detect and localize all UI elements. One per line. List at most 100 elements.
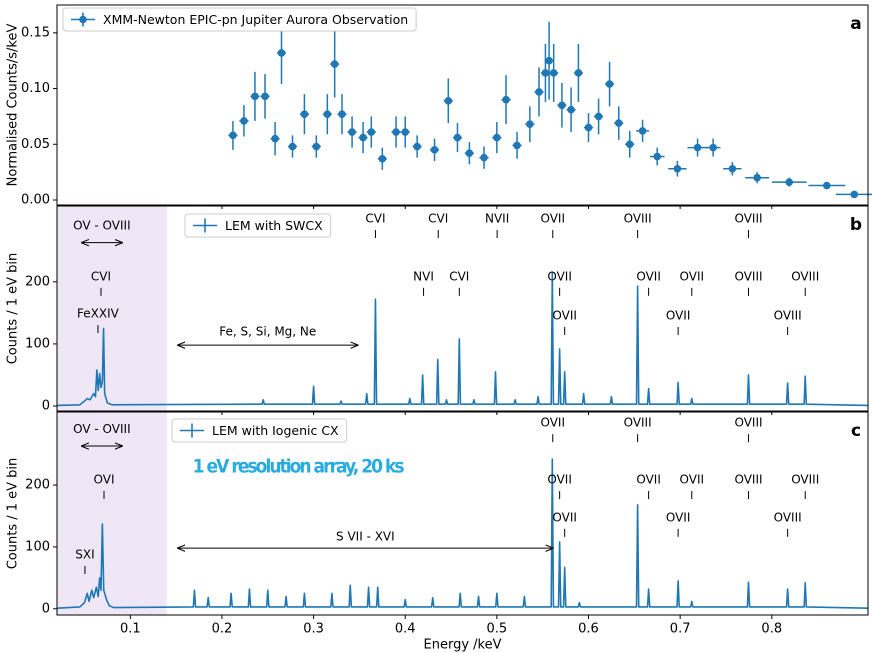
data-point xyxy=(430,146,439,154)
data-point xyxy=(502,95,510,104)
line-label: OVI xyxy=(94,473,115,487)
y-tick-label: 0.05 xyxy=(21,137,50,152)
line-label: OVIII xyxy=(624,212,652,226)
data-point xyxy=(625,140,634,149)
data-point xyxy=(673,164,682,173)
data-point xyxy=(251,92,259,101)
line-label: SXI xyxy=(75,547,94,561)
line-label: NVII xyxy=(485,212,509,226)
line-label: OVII xyxy=(636,473,661,487)
data-point xyxy=(653,152,662,161)
x-tick-label: 0.8 xyxy=(761,622,782,637)
line-label: OVII xyxy=(552,308,577,322)
data-point xyxy=(545,56,553,65)
data-point xyxy=(378,154,387,163)
data-point xyxy=(338,110,346,118)
y-tick-label: 0 xyxy=(42,399,50,414)
x-tick-label: 0.1 xyxy=(120,622,141,637)
panel-label: b xyxy=(850,215,862,235)
line-label: OVIII xyxy=(734,473,762,487)
data-point xyxy=(541,69,550,77)
y-axis-label: Counts / 1 eV bin xyxy=(6,253,21,365)
data-point xyxy=(392,128,400,136)
line-label: OVII xyxy=(540,212,565,226)
plot-frame xyxy=(56,4,869,206)
data-point xyxy=(330,60,339,68)
legend-label: LEM with SWCX xyxy=(225,218,323,233)
data-point xyxy=(638,127,647,135)
line-label: OVII xyxy=(552,510,577,524)
range-label: S VII - XVI xyxy=(336,530,395,544)
note: 1 eV resolution array, 20 ks xyxy=(193,456,405,478)
data-point xyxy=(558,101,566,110)
data-point xyxy=(526,120,534,129)
data-point xyxy=(300,110,309,118)
legend-box xyxy=(171,418,348,443)
y-tick-label: 100 xyxy=(25,336,50,351)
data-point xyxy=(288,142,297,151)
range-label: OV - OVIII xyxy=(73,422,130,436)
line-label: OVII xyxy=(680,269,705,283)
data-point xyxy=(614,119,623,127)
line-label: OVIII xyxy=(774,308,802,322)
line-label: OVIII xyxy=(774,510,802,524)
y-tick-label: 200 xyxy=(25,478,50,493)
line-label: OVIII xyxy=(791,473,819,487)
legend-label: LEM with Iogenic CX xyxy=(212,423,339,438)
spectrum-line xyxy=(56,271,869,407)
x-tick-label: 0.4 xyxy=(395,622,416,637)
data-point xyxy=(271,134,279,143)
data-point xyxy=(312,142,321,151)
data-point xyxy=(753,173,761,182)
x-tick-label: 0.7 xyxy=(670,622,691,637)
data-point xyxy=(401,128,410,136)
line-label: OVII xyxy=(636,269,661,283)
y-tick-label: 0.00 xyxy=(21,192,50,207)
y-tick-label: 200 xyxy=(25,274,50,289)
line-label: CVI xyxy=(91,269,111,283)
data-point xyxy=(584,123,593,132)
line-label: OVIII xyxy=(624,416,652,430)
data-point xyxy=(594,112,603,121)
shaded-region xyxy=(57,412,167,615)
data-point xyxy=(240,117,248,125)
legend-box xyxy=(62,7,417,32)
range-label: Fe, S, Si, Mg, Ne xyxy=(219,325,316,339)
line-label: CVI xyxy=(449,269,469,283)
data-point xyxy=(574,69,583,77)
line-label: OVIII xyxy=(734,212,762,226)
data-point xyxy=(693,143,702,152)
x-tick-label: 0.6 xyxy=(578,622,599,637)
x-axis-label: Energy /keV xyxy=(424,638,502,653)
x-tick-label: 0.2 xyxy=(212,622,233,637)
data-point xyxy=(549,69,558,77)
legend-label: XMM-Newton EPIC-pn Jupiter Aurora Observ… xyxy=(103,12,408,27)
x-tick-label: 0.5 xyxy=(487,622,508,637)
x-tick-label: 0.3 xyxy=(303,622,324,637)
plot-frame xyxy=(56,205,869,412)
y-tick-label: 0 xyxy=(42,601,50,616)
panel-label: c xyxy=(851,421,861,441)
data-point xyxy=(567,105,575,114)
data-point xyxy=(850,190,859,199)
data-point xyxy=(822,181,831,190)
line-label: OVII xyxy=(540,416,565,430)
data-point xyxy=(413,142,421,151)
plot-frame xyxy=(56,411,869,616)
line-label: OVIII xyxy=(791,269,819,283)
data-point xyxy=(453,133,462,142)
data-point xyxy=(229,131,237,140)
data-point xyxy=(513,141,521,150)
line-label: OVII xyxy=(547,269,572,283)
data-point xyxy=(493,133,501,142)
line-label: OVIII xyxy=(734,269,762,283)
legend-box xyxy=(184,213,332,238)
data-point xyxy=(728,164,737,173)
line-label: OVIII xyxy=(734,416,762,430)
data-point xyxy=(323,110,332,118)
spectrum-line xyxy=(56,458,869,609)
legend-marker xyxy=(79,15,87,24)
data-point xyxy=(535,88,543,96)
